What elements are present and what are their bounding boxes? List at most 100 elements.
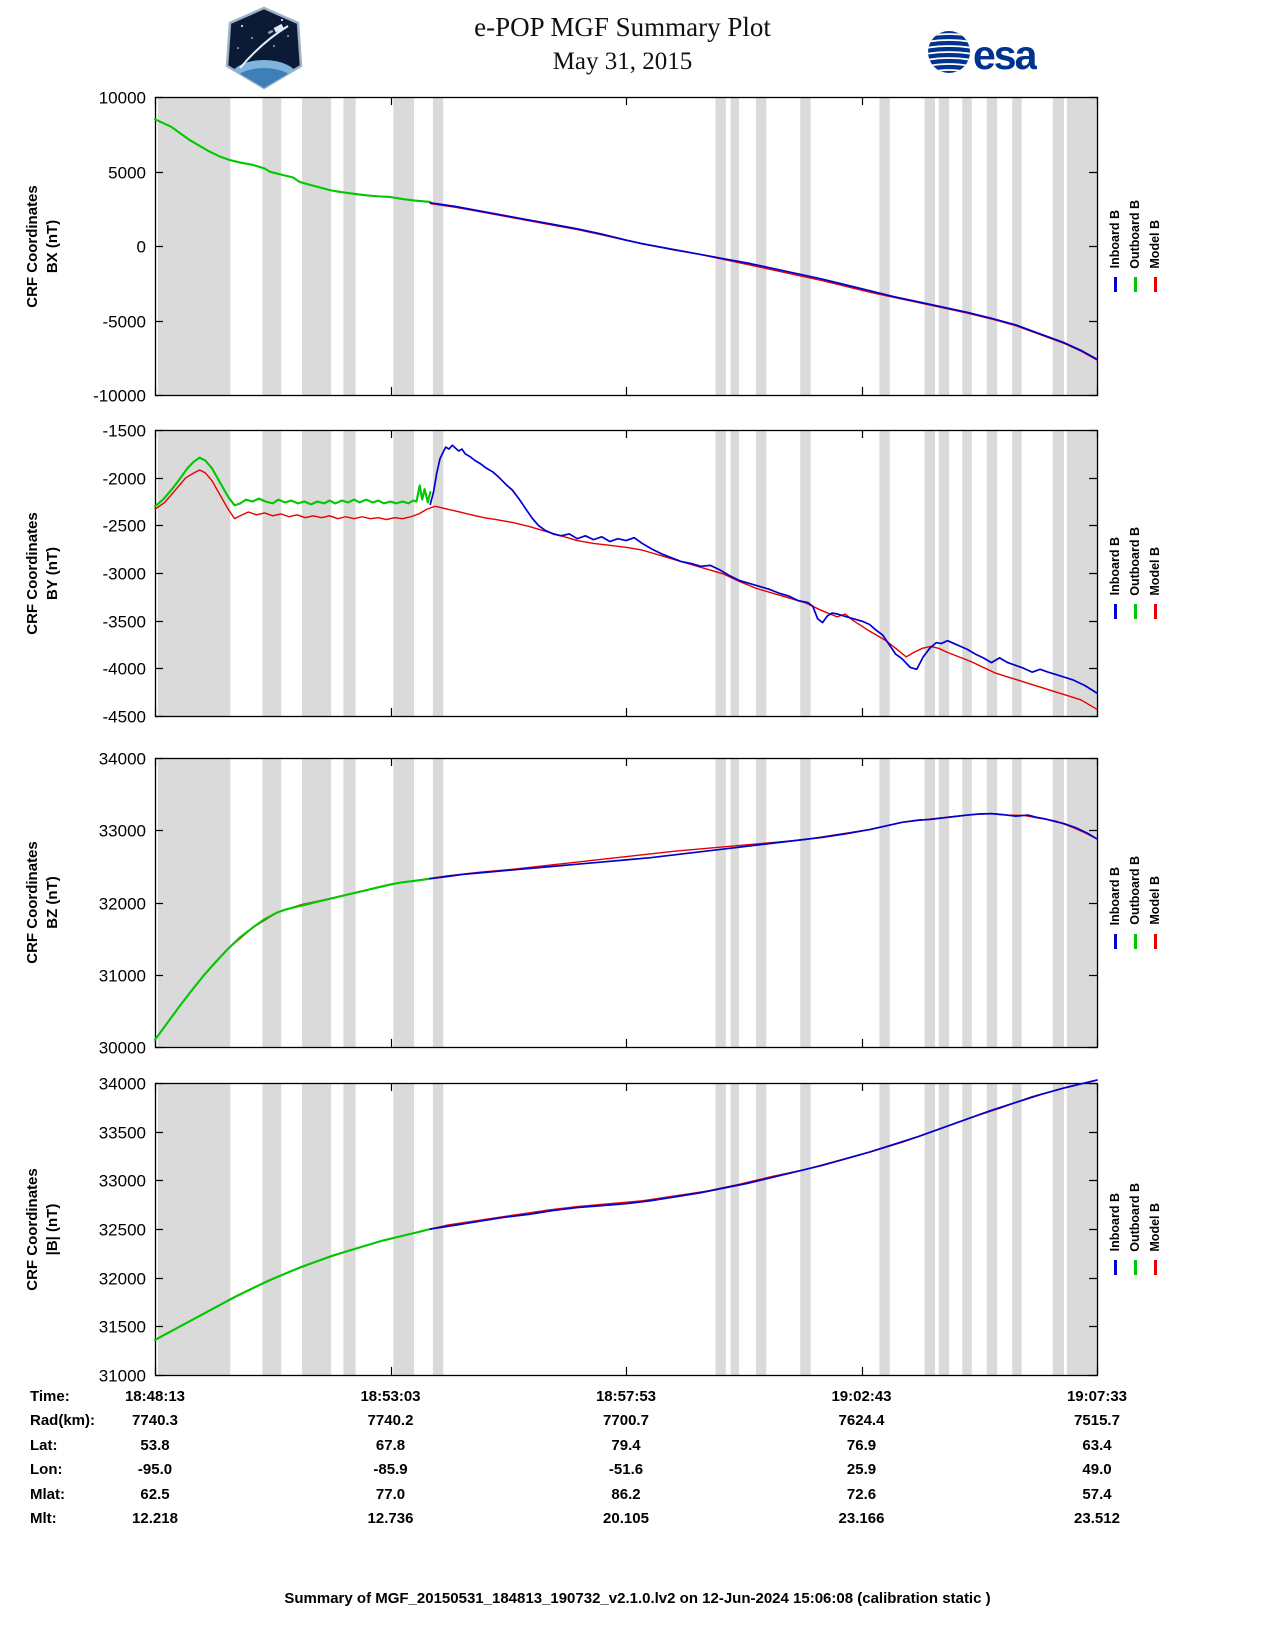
legend-color-key	[1153, 277, 1157, 293]
table-cell: 19:07:33	[1066, 1388, 1128, 1405]
legend-entry: Model B	[1148, 876, 1162, 949]
by-plot-canvas	[60, 418, 1100, 728]
legend-color-key	[1153, 604, 1157, 620]
legend-entry: Outboard B	[1128, 1183, 1142, 1276]
legend-color-key	[1113, 933, 1117, 949]
esa-wordmark: esa	[973, 32, 1037, 78]
y-axis-label-line2: |B| (nT)	[43, 1203, 61, 1255]
legend-entry: Inboard B	[1108, 537, 1122, 620]
legend-label: Inboard B	[1108, 537, 1122, 596]
legend-panel-bx: Inboard B Outboard B Model B	[1099, 97, 1171, 395]
legend-color-key	[1133, 1260, 1137, 1276]
table-cell: 7700.7	[603, 1412, 649, 1430]
table-row-label: Mlt:	[30, 1510, 57, 1527]
legend-color-key	[1153, 1260, 1157, 1276]
legend-label: Model B	[1148, 219, 1162, 269]
esa-logo: esa	[928, 31, 1037, 78]
bx-plot-canvas	[60, 85, 1100, 407]
legend-label: Inboard B	[1108, 210, 1122, 269]
legend-color-key	[1133, 277, 1137, 293]
legend-panel-btotal: Inboard B Outboard B Model B	[1099, 1083, 1171, 1375]
legend-label: Model B	[1148, 1202, 1162, 1252]
legend-entry: Outboard B	[1128, 527, 1142, 620]
legend-label: Outboard B	[1128, 199, 1142, 269]
table-row: Mlt: 12.218 12.736 20.105 23.166 23.512	[0, 1510, 1275, 1534]
legend-entry: Model B	[1148, 1203, 1162, 1276]
table-row-label: Time:	[30, 1388, 70, 1405]
legend-color-key	[1153, 933, 1157, 949]
table-cell: 7624.4	[838, 1412, 885, 1430]
legend-panel-by: Inboard B Outboard B Model B	[1099, 430, 1171, 716]
table-cell: 18:53:03	[360, 1388, 421, 1405]
legend-entry: Outboard B	[1128, 200, 1142, 293]
legend-label: Outboard B	[1128, 1182, 1142, 1252]
table-cell: 23.512	[1074, 1510, 1120, 1527]
table-cell: -51.6	[608, 1461, 644, 1479]
table-row-label: Rad(km):	[30, 1412, 96, 1430]
legend-color-key	[1133, 604, 1137, 620]
y-axis-label-line2: BZ (nT)	[43, 876, 61, 929]
legend-color-key	[1113, 277, 1117, 293]
table-cell: 62.5	[140, 1485, 170, 1503]
legend-entry: Model B	[1148, 220, 1162, 293]
table-row: Mlat: 62.5 77.0 86.2 72.6 57.4	[0, 1486, 1275, 1510]
table-row-label: Lat:	[30, 1436, 58, 1454]
table-cell: 19:02:43	[831, 1388, 892, 1405]
table-cell: 72.6	[846, 1485, 877, 1503]
legend-color-key	[1133, 933, 1137, 949]
y-axis-label-line1: CRF Coordinates	[23, 841, 41, 964]
table-row-label: Mlat:	[30, 1485, 65, 1503]
table-cell: 67.8	[375, 1436, 406, 1454]
table-cell: 86.2	[611, 1485, 641, 1503]
table-cell: 49.0	[1082, 1461, 1112, 1479]
bz-plot-canvas	[60, 746, 1100, 1059]
table-row: Time: 18:48:13 18:53:03 18:57:53 19:02:43 19:…	[0, 1388, 1275, 1412]
table-cell: 53.8	[140, 1436, 170, 1454]
table-cell: 79.4	[611, 1436, 641, 1454]
legend-label: Inboard B	[1108, 1193, 1122, 1252]
table-cell: 7515.7	[1074, 1412, 1120, 1430]
table-cell: 12.218	[132, 1510, 178, 1527]
table-cell: 20.105	[603, 1510, 649, 1527]
y-axis-label-line2: BX (nT)	[43, 219, 61, 273]
table-row: Rad(km): 7740.3 7740.2 7700.7 7624.4 7515.7	[0, 1412, 1275, 1436]
table-cell: 63.4	[1082, 1436, 1112, 1454]
legend-color-key	[1113, 1260, 1117, 1276]
legend-entry: Inboard B	[1108, 210, 1122, 293]
table-cell: -85.9	[373, 1461, 408, 1479]
ephemeris-table: Time: 18:48:13 18:53:03 18:57:53 19:02:43 19:…	[0, 1388, 1275, 1538]
legend-label: Model B	[1148, 876, 1162, 925]
table-cell: 57.4	[1082, 1485, 1112, 1503]
legend-panel-bz: Inboard B Outboard B Model B	[1099, 758, 1171, 1047]
table-cell: 76.9	[846, 1436, 877, 1454]
y-axis-label-line1: CRF Coordinates	[23, 184, 41, 308]
table-cell: 25.9	[846, 1461, 877, 1479]
legend-entry: Outboard B	[1128, 856, 1142, 949]
legend-entry: Inboard B	[1108, 867, 1122, 949]
table-row-label: Lon:	[30, 1461, 63, 1479]
table-cell: 12.736	[367, 1510, 414, 1527]
legend-entry: Model B	[1148, 547, 1162, 620]
table-row: Lat: 53.8 67.8 79.4 76.9 63.4	[0, 1437, 1275, 1461]
page-title: e-POP MGF Summary Plot	[474, 12, 771, 42]
table-cell: 23.166	[838, 1510, 885, 1527]
table-cell: 77.0	[375, 1485, 406, 1503]
table-cell: 7740.2	[367, 1412, 414, 1430]
y-axis-label-line1: CRF Coordinates	[23, 1167, 41, 1291]
table-cell: 18:57:53	[595, 1388, 657, 1405]
y-axis-label-line2: BY (nT)	[43, 546, 61, 600]
btotal-plot-canvas	[60, 1071, 1100, 1387]
y-axis-label-line1: CRF Coordinates	[23, 511, 41, 635]
table-cell: 7740.3	[132, 1412, 178, 1430]
legend-color-key	[1113, 604, 1117, 620]
legend-label: Model B	[1148, 546, 1162, 596]
summary-footer: Summary of MGF_20150531_184813_190732_v2…	[284, 1590, 991, 1607]
legend-entry: Inboard B	[1108, 1193, 1122, 1276]
table-row: Lon: -95.0 -85.9 -51.6 25.9 49.0	[0, 1461, 1275, 1485]
legend-label: Inboard B	[1108, 866, 1122, 925]
table-cell: 18:48:13	[124, 1388, 186, 1405]
table-cell: -95.0	[137, 1461, 173, 1479]
legend-label: Outboard B	[1128, 526, 1142, 596]
legend-label: Outboard B	[1128, 856, 1142, 925]
page-date: May 31, 2015	[552, 48, 693, 75]
